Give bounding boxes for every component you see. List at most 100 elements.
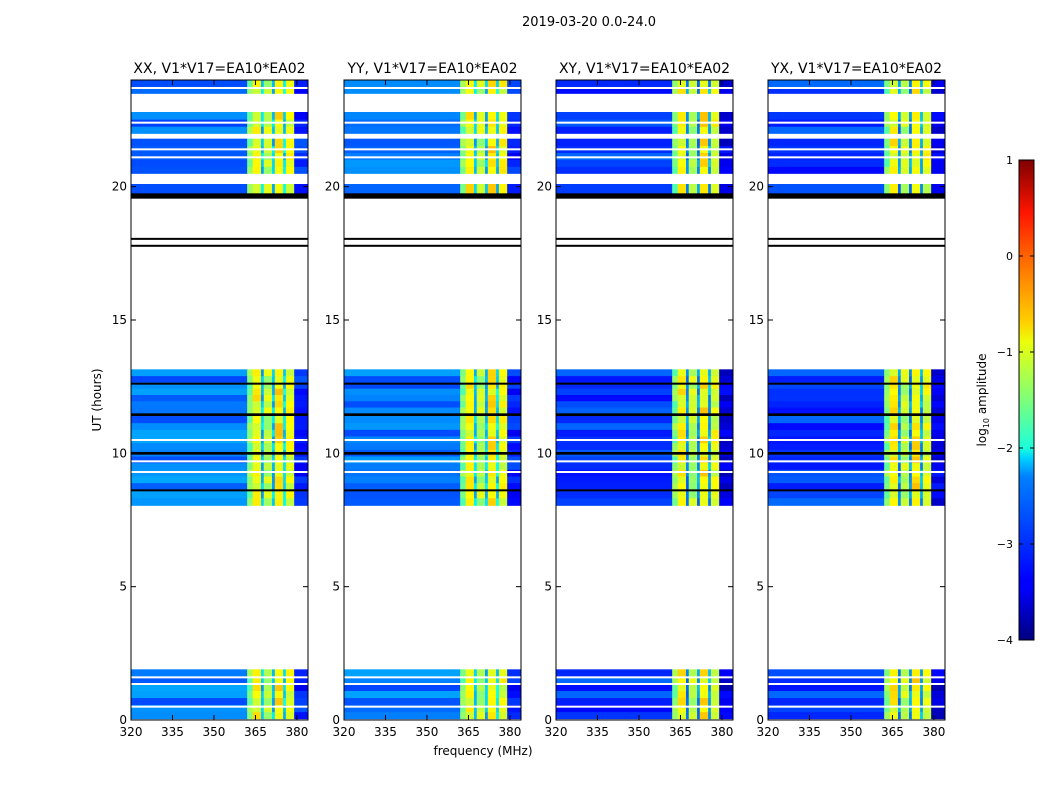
heatmap-cell	[699, 166, 709, 174]
heatmap-cell	[460, 400, 467, 408]
heatmap-cell	[911, 159, 921, 167]
heatmap-cell	[688, 369, 698, 377]
heatmap-cell	[909, 166, 913, 174]
heatmap-cell	[344, 394, 461, 402]
heatmap-cell	[283, 416, 287, 424]
heatmap-cell	[507, 697, 522, 706]
heatmap-cell	[900, 80, 910, 88]
heatmap-cell	[507, 704, 522, 713]
heatmap-cell	[909, 429, 913, 437]
heatmap-cell	[911, 416, 921, 424]
heatmap-cell	[672, 126, 679, 134]
heatmap-cell	[473, 400, 478, 408]
heatmap-cell	[294, 456, 309, 464]
heatmap-cell	[294, 166, 309, 174]
heatmap-cell	[485, 375, 489, 383]
heatmap-cell	[688, 126, 698, 134]
heatmap-cell	[719, 394, 734, 402]
heatmap-cell	[465, 184, 475, 194]
heatmap-cell	[465, 369, 475, 377]
heatmap-cell	[496, 676, 500, 684]
heatmap-cell	[247, 375, 254, 383]
gap-line	[344, 87, 521, 89]
heatmap-cell	[465, 497, 475, 506]
heatmap-cell	[247, 690, 254, 699]
heatmap-cell	[708, 683, 712, 691]
heatmap-cell	[677, 704, 687, 713]
x-tick-label: 365	[244, 725, 267, 739]
heatmap-cell	[897, 80, 902, 88]
heatmap-cell	[294, 375, 309, 383]
heatmap-cell	[263, 80, 273, 88]
heatmap-cell	[699, 462, 709, 470]
heatmap-cell	[672, 429, 679, 437]
heatmap-cell	[911, 400, 921, 408]
heatmap-cell	[710, 476, 720, 484]
heatmap-cell	[344, 381, 461, 389]
heatmap-cell	[473, 497, 478, 506]
heatmap-cell	[507, 482, 522, 491]
heatmap-cell	[285, 369, 295, 377]
heatmap-cell	[931, 159, 946, 167]
heatmap-cell	[485, 112, 489, 120]
heatmap-cell	[131, 442, 248, 450]
heatmap-cell	[710, 80, 720, 88]
heatmap-cell	[487, 381, 497, 389]
heatmap-cell	[699, 690, 709, 699]
heatmap-cell	[768, 442, 885, 450]
heatmap-cell	[889, 138, 899, 147]
heatmap-cell	[507, 683, 522, 691]
heatmap-cell	[294, 669, 309, 677]
heatmap-cell	[931, 407, 946, 414]
heatmap-cell	[897, 166, 902, 174]
heatmap-cell	[900, 669, 910, 677]
heatmap-cell	[274, 476, 284, 484]
heatmap-cell	[677, 490, 687, 499]
heatmap-cell	[672, 159, 679, 167]
heatmap-cell	[697, 690, 701, 699]
heatmap-cell	[465, 690, 475, 699]
heatmap-cell	[768, 184, 885, 194]
heatmap-cell	[556, 86, 673, 94]
heatmap-cell	[699, 711, 709, 720]
heatmap-cell	[672, 166, 679, 174]
heatmap-cell	[487, 462, 497, 470]
heatmap-cell	[677, 112, 687, 120]
heatmap-cell	[252, 683, 262, 691]
heatmap-cell	[507, 407, 522, 414]
heatmap-cell	[719, 80, 734, 88]
heatmap-cell	[911, 381, 921, 389]
heatmap-cell	[507, 456, 522, 464]
heatmap-cell	[909, 482, 913, 491]
heatmap-cell	[685, 159, 690, 167]
heatmap-cell	[672, 422, 679, 430]
heatmap-cell	[900, 112, 910, 120]
heatmap-cell	[294, 126, 309, 134]
heatmap-cell	[272, 462, 276, 470]
heatmap-cell	[710, 112, 720, 120]
colorbar-tick-label: 0	[1006, 250, 1013, 263]
heatmap-cell	[460, 152, 467, 160]
heatmap-cell	[260, 86, 265, 94]
y-tick-label: 10	[749, 446, 764, 460]
heatmap-cell	[697, 462, 701, 470]
heatmap-cell	[496, 369, 500, 377]
heatmap-cell	[900, 369, 910, 377]
heatmap-cell	[473, 375, 478, 383]
heatmap-cell	[710, 442, 720, 450]
heatmap-cell	[247, 462, 254, 470]
gap-line	[131, 439, 308, 441]
heatmap-cell	[247, 86, 254, 94]
heatmap-cell	[496, 711, 500, 720]
heatmap-cell	[283, 369, 287, 377]
heatmap-cell	[768, 669, 885, 677]
heatmap-cell	[344, 697, 461, 706]
heatmap-cell	[677, 669, 687, 677]
heatmap-cell	[263, 669, 273, 677]
heatmap-cell	[260, 683, 265, 691]
heatmap-cell	[672, 490, 679, 499]
heatmap-cell	[688, 497, 698, 506]
heatmap-cell	[920, 690, 924, 699]
heatmap-cell	[507, 711, 522, 720]
heatmap-cell	[272, 394, 276, 402]
